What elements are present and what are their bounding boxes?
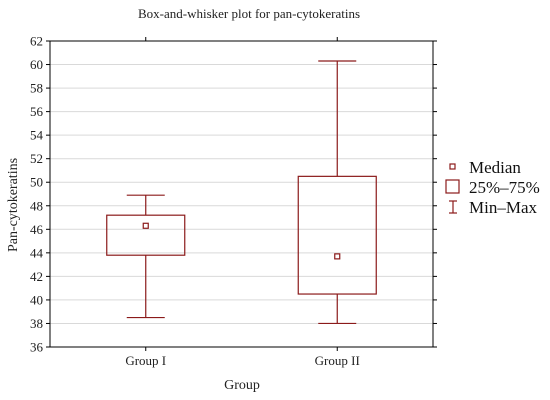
y-tick-label: 62 <box>30 34 43 49</box>
legend-minmax-label: Min–Max <box>469 198 538 217</box>
box-2 <box>297 60 377 325</box>
gridlines <box>50 64 433 324</box>
y-tick-label: 56 <box>30 104 44 119</box>
y-tick-label: 54 <box>30 128 44 143</box>
y-tick-label: 46 <box>30 222 44 237</box>
box-1 <box>106 194 186 319</box>
iqr-box <box>106 214 186 256</box>
median-marker <box>334 253 341 260</box>
y-tick-label: 58 <box>30 81 43 96</box>
y-tick-label: 60 <box>30 57 43 72</box>
y-axis-label: Pan-cytokeratins <box>6 158 21 252</box>
x-axis: Group I Group II <box>125 37 360 368</box>
y-tick-label: 40 <box>30 292 43 307</box>
legend-median-label: Median <box>469 158 521 177</box>
y-tick-label: 38 <box>30 316 43 331</box>
median-marker <box>142 222 149 229</box>
y-tick-label: 44 <box>30 245 44 260</box>
iqr-box <box>297 175 377 295</box>
y-axis: 36 38 40 42 44 46 48 50 52 54 56 58 60 62 <box>30 34 437 355</box>
legend-box-label: 25%–75% <box>469 178 540 197</box>
legend-median-marker <box>449 163 456 170</box>
x-tick-label: Group II <box>315 353 360 368</box>
legend-whisker-marker <box>449 200 457 214</box>
legend: Median 25%–75% Min–Max <box>445 158 540 217</box>
chart-title: Box-and-whisker plot for pan-cytokeratin… <box>138 6 360 21</box>
x-axis-label: Group <box>224 378 260 393</box>
x-tick-label: Group I <box>125 353 166 368</box>
boxes <box>106 60 377 325</box>
legend-box-marker <box>445 179 460 194</box>
y-tick-label: 52 <box>30 151 43 166</box>
y-tick-label: 50 <box>30 175 43 190</box>
y-tick-label: 48 <box>30 198 43 213</box>
y-tick-label: 42 <box>30 269 43 284</box>
y-tick-label: 36 <box>30 340 44 355</box>
plot-frame <box>49 40 434 348</box>
